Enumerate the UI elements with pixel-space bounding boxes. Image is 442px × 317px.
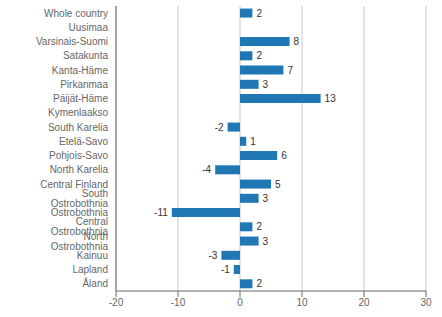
html-text:Central: Central bbox=[75, 216, 108, 228]
svg-text:Satakunta: Satakunta bbox=[63, 50, 108, 61]
svg-text:North Karelia: North Karelia bbox=[50, 164, 109, 175]
svg-text:10: 10 bbox=[296, 297, 308, 308]
svg-text:5: 5 bbox=[275, 179, 281, 190]
svg-text:20: 20 bbox=[358, 297, 370, 308]
svg-text:13: 13 bbox=[325, 93, 337, 104]
svg-text:Åland: Åland bbox=[82, 277, 108, 289]
svg-text:3: 3 bbox=[263, 236, 269, 247]
svg-text:Kainuu: Kainuu bbox=[77, 250, 108, 261]
svg-text:7: 7 bbox=[287, 65, 293, 76]
svg-text:Päijät-Häme: Päijät-Häme bbox=[53, 93, 108, 104]
svg-text:-11: -11 bbox=[154, 207, 168, 218]
svg-text:SouthOstrobothnia: SouthOstrobothnia bbox=[51, 188, 109, 209]
svg-text:Ostrobothnia: Ostrobothnia bbox=[50, 207, 108, 219]
svg-text:-3: -3 bbox=[208, 250, 217, 261]
svg-text:Varsinais-Suomi: Varsinais-Suomi bbox=[36, 36, 108, 47]
svg-text:Kanta-Häme: Kanta-Häme bbox=[52, 65, 109, 76]
svg-text:-10: -10 bbox=[171, 297, 186, 308]
svg-text:2: 2 bbox=[256, 221, 262, 232]
svg-text:8: 8 bbox=[294, 36, 300, 47]
svg-text:2: 2 bbox=[256, 8, 262, 19]
svg-text:Lapland: Lapland bbox=[72, 264, 108, 275]
svg-text:3: 3 bbox=[263, 193, 269, 204]
svg-text:South Karelia: South Karelia bbox=[48, 122, 108, 133]
svg-text:Etelä-Savo: Etelä-Savo bbox=[59, 136, 108, 147]
svg-text:-4: -4 bbox=[202, 164, 211, 175]
svg-text:1: 1 bbox=[250, 136, 256, 147]
svg-text:-1: -1 bbox=[221, 264, 230, 275]
svg-text:Pohjois-Savo: Pohjois-Savo bbox=[49, 150, 108, 161]
svg-text:2: 2 bbox=[256, 278, 262, 289]
svg-text:30: 30 bbox=[420, 297, 432, 308]
svg-text:6: 6 bbox=[281, 150, 287, 161]
svg-text:Kymenlaakso: Kymenlaakso bbox=[48, 107, 108, 118]
svg-text:3: 3 bbox=[263, 79, 269, 90]
svg-text:0: 0 bbox=[237, 297, 243, 308]
svg-text:Pirkanmaa: Pirkanmaa bbox=[60, 79, 108, 90]
svg-text:-2: -2 bbox=[215, 122, 224, 133]
svg-text:-20: -20 bbox=[109, 297, 124, 308]
svg-text:Uusimaa: Uusimaa bbox=[69, 22, 109, 33]
svg-text:NorthOstrobothnia: NorthOstrobothnia bbox=[51, 231, 109, 252]
svg-text:2: 2 bbox=[256, 50, 262, 61]
svg-text:Whole country: Whole country bbox=[44, 8, 108, 19]
svg-text:Central Finland: Central Finland bbox=[40, 178, 108, 190]
